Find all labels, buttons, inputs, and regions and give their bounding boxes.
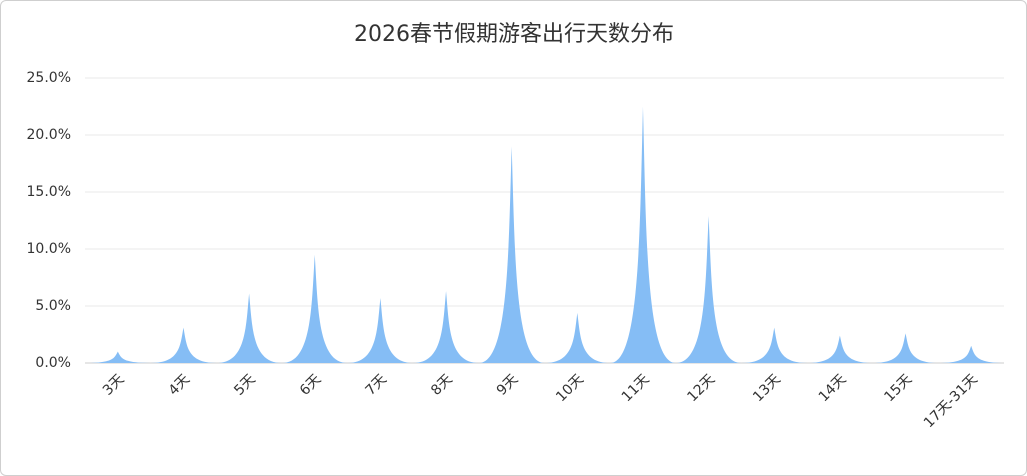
x-tick-label: 3天 (100, 371, 128, 399)
spike-bar (347, 298, 414, 363)
x-tick-label: 17天-31天 (921, 371, 981, 431)
x-tick-label: 10天 (553, 371, 587, 405)
spike-bar (610, 106, 676, 363)
spike-bar (413, 291, 479, 363)
spike-bar (741, 327, 808, 363)
x-tick-label: 9天 (494, 371, 522, 399)
spike-bar (85, 351, 151, 363)
spike-bar (807, 335, 873, 363)
spike-bar (872, 333, 939, 363)
spike-bar (216, 293, 282, 363)
x-tick-label: 6天 (297, 371, 325, 399)
spike-bar (544, 312, 611, 363)
x-tick-label: 15天 (881, 371, 915, 405)
x-tick-label: 4天 (166, 371, 194, 399)
x-tick-label: 12天 (684, 371, 718, 405)
x-tick-label: 8天 (428, 371, 456, 399)
spike-bar (150, 327, 217, 363)
x-tick-label: 11天 (619, 371, 653, 405)
y-tick-label: 15.0% (27, 184, 71, 200)
spike-bar (281, 254, 348, 363)
spike-bar (938, 345, 1004, 363)
y-tick-label: 5.0% (35, 298, 71, 314)
y-tick-label: 25.0% (27, 70, 71, 86)
x-tick-label: 14天 (816, 371, 850, 405)
spike-bar (478, 146, 545, 363)
y-tick-label: 20.0% (27, 127, 71, 143)
chart-title: 2026春节假期游客出行天数分布 (354, 22, 674, 47)
x-tick-label: 5天 (231, 371, 259, 399)
x-tick-label: 13天 (750, 371, 784, 405)
y-tick-label: 10.0% (27, 241, 71, 257)
x-tick-label: 7天 (363, 371, 391, 399)
y-tick-label: 0.0% (35, 355, 71, 371)
spike-bar (675, 215, 742, 363)
